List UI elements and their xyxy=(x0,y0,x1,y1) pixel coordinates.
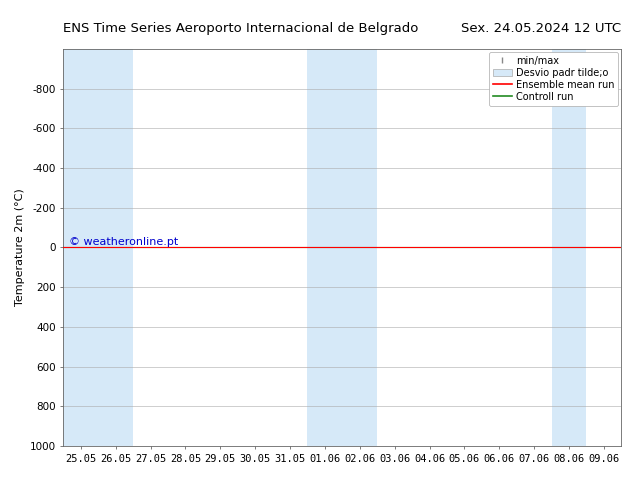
Bar xyxy=(63,49,98,446)
Bar xyxy=(307,49,342,446)
Text: ENS Time Series Aeroporto Internacional de Belgrado: ENS Time Series Aeroporto Internacional … xyxy=(63,22,419,35)
Text: © weatheronline.pt: © weatheronline.pt xyxy=(69,238,178,247)
Legend: min/max, Desvio padr tilde;o, Ensemble mean run, Controll run: min/max, Desvio padr tilde;o, Ensemble m… xyxy=(489,52,618,105)
Y-axis label: Temperature 2m (°C): Temperature 2m (°C) xyxy=(15,189,25,306)
Bar xyxy=(98,49,133,446)
Bar xyxy=(552,49,586,446)
Text: Sex. 24.05.2024 12 UTC: Sex. 24.05.2024 12 UTC xyxy=(461,22,621,35)
Bar xyxy=(342,49,377,446)
